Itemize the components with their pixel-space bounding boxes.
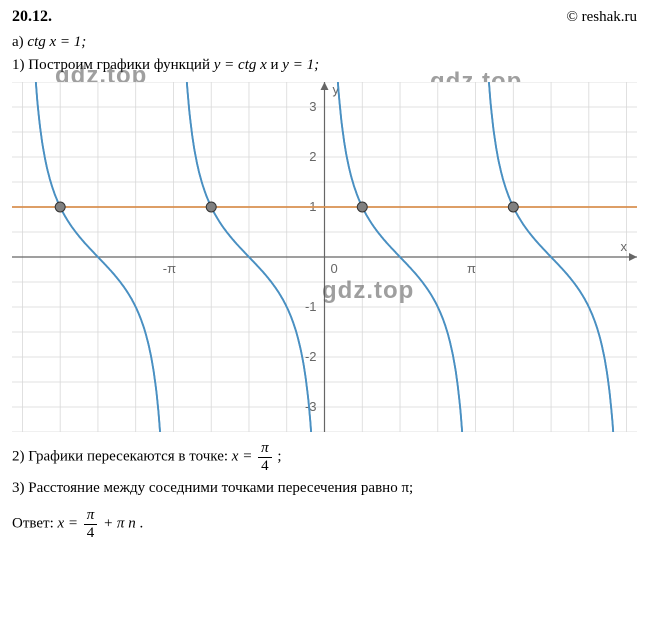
step1-func1: y = ctg x [214, 57, 267, 73]
answer-suffix: . [139, 515, 143, 531]
answer-frac-num: π [84, 507, 98, 525]
svg-text:2: 2 [309, 149, 316, 164]
step3-number: 3) [12, 480, 25, 496]
step2-suffix: ; [277, 448, 281, 464]
answer: Ответ: x = π 4 + π n . [12, 507, 637, 541]
svg-text:-1: -1 [305, 299, 317, 314]
answer-fraction: π 4 [84, 507, 98, 541]
step2-frac-num: π [258, 440, 272, 458]
header: 20.12. © reshak.ru [12, 8, 637, 26]
step-3: 3) Расстояние между соседними точками пе… [12, 480, 637, 497]
answer-plus: + π [103, 515, 124, 531]
step1-connector: и [271, 57, 283, 73]
step2-text: Графики пересекаются в точке: [28, 448, 232, 464]
step1-text: Построим графики функций [28, 57, 214, 73]
step2-number: 2) [12, 448, 25, 464]
chart: xy-π0π123-1-2-3 gdz.top [12, 82, 637, 432]
source-label: © reshak.ru [566, 9, 637, 26]
answer-frac-den: 4 [84, 525, 98, 542]
step1-number: 1) [12, 57, 25, 73]
chart-svg: xy-π0π123-1-2-3 [12, 82, 637, 432]
problem-number: 20.12. [12, 8, 52, 26]
svg-text:-2: -2 [305, 349, 317, 364]
step2-frac-den: 4 [258, 458, 272, 475]
step-2: 2) Графики пересекаются в точке: x = π 4… [12, 440, 637, 474]
svg-text:-3: -3 [305, 399, 317, 414]
svg-text:-π: -π [163, 261, 176, 276]
step1-func2: y = 1; [282, 57, 319, 73]
answer-n: n [128, 515, 136, 531]
part-a: а) ctg x = 1; [12, 34, 637, 51]
step3-text: Расстояние между соседними точками перес… [28, 480, 413, 496]
part-a-equation: ctg x = 1; [27, 34, 86, 50]
answer-var: x = [58, 515, 82, 531]
step2-fraction: π 4 [258, 440, 272, 474]
svg-text:x: x [621, 239, 628, 254]
step2-var: x = [232, 448, 256, 464]
answer-label: Ответ: [12, 515, 58, 531]
svg-text:π: π [467, 261, 476, 276]
part-a-label: а) [12, 34, 24, 50]
step-1: 1) Построим графики функций y = ctg x и … [12, 57, 637, 74]
svg-text:0: 0 [331, 261, 338, 276]
svg-text:3: 3 [309, 99, 316, 114]
